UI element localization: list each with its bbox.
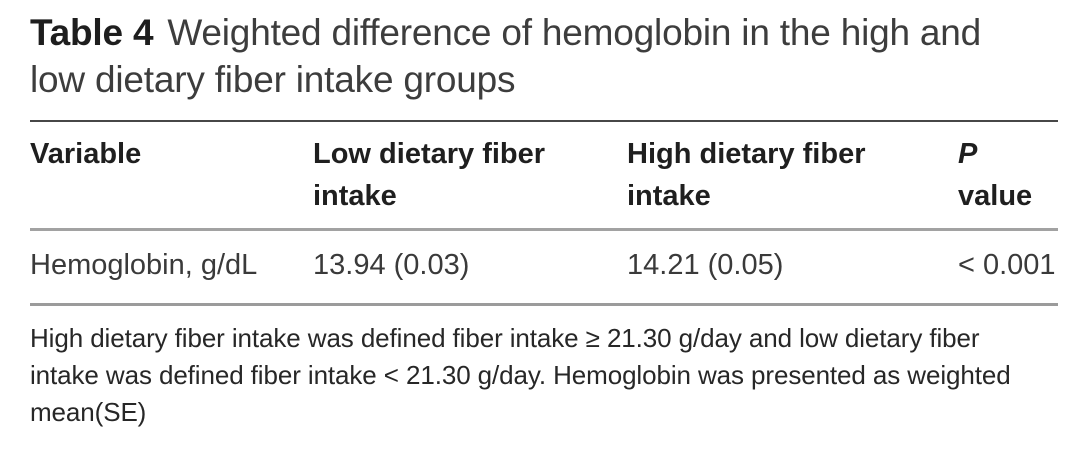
table-caption-label: Table 4 [30,12,154,53]
table-header-row: Variable Low dietary fiber intake High d… [30,122,1058,231]
table-row: Hemoglobin, g/dL 13.94 (0.03) 14.21 (0.0… [30,231,1058,306]
cell-variable: Hemoglobin, g/dL [30,248,258,281]
table-caption-title: Weighted difference of hemoglobin in the… [30,12,982,100]
p-value-rest: value [958,179,1033,212]
column-header-low-dietary-fiber-intake: Low dietary fiber intake [313,138,546,212]
cell-high-intake-value: 14.21 (0.05) [627,248,784,281]
column-header-high-dietary-fiber-intake: High dietary fiber intake [627,138,866,212]
data-table: Variable Low dietary fiber intake High d… [30,120,1058,306]
column-header-variable: Variable [30,138,142,171]
column-header-p-value: P value [958,134,1058,218]
p-value-italic-p: P [958,138,978,171]
cell-low-intake-value: 13.94 (0.03) [313,248,470,281]
table-footnote: High dietary fiber intake was defined fi… [30,322,1011,427]
table-caption: Table 4 Weighted difference of hemoglobin… [30,10,1042,103]
cell-p-value: < 0.001 [958,248,1056,281]
